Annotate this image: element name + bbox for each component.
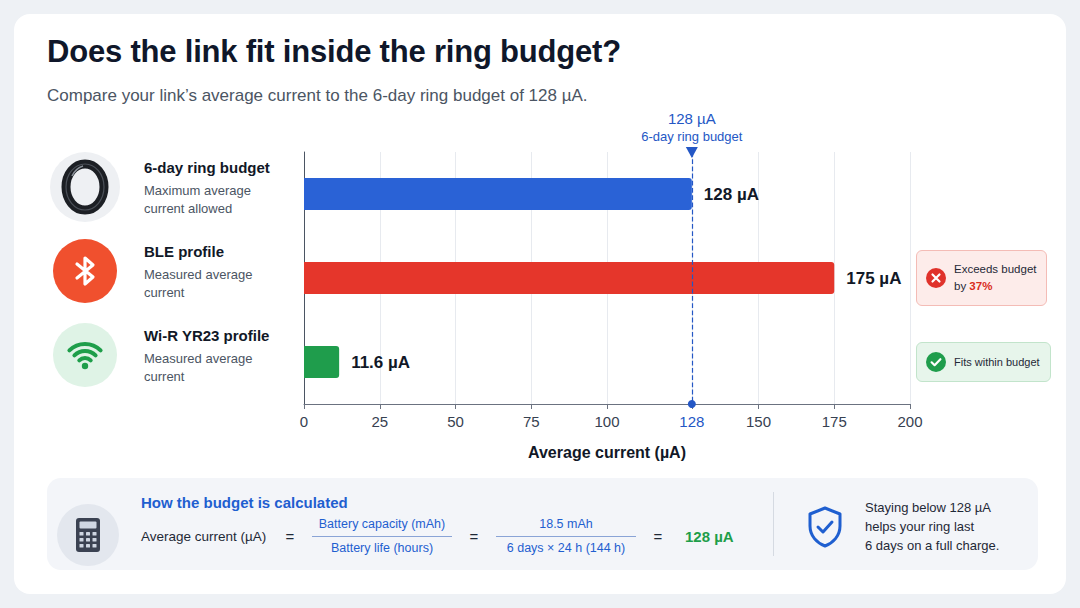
html-text:Battery life (hours): Battery life (hours) bbox=[330, 540, 434, 555]
html-text:Exceeds budget: Exceeds budget bbox=[954, 263, 1037, 275]
svg-text:175: 175 bbox=[822, 413, 847, 430]
svg-text:25: 25 bbox=[371, 413, 388, 430]
svg-text:50: 50 bbox=[447, 413, 464, 430]
html-text:by 37%: by 37% bbox=[954, 280, 993, 292]
html-text:helps your ring last: helps your ring last bbox=[865, 519, 975, 534]
svg-text:128: 128 bbox=[679, 413, 704, 430]
html-text:Measured average current: Measured average current bbox=[144, 267, 253, 300]
svg-text:175 µA: 175 µA bbox=[846, 269, 901, 288]
html-text:6 days on a full charge.: 6 days on a full charge. bbox=[865, 538, 1000, 553]
svg-text:0: 0 bbox=[300, 413, 308, 430]
svg-text:11.6 µA: 11.6 µA bbox=[351, 353, 410, 372]
html-text:Average current (µA): Average current (µA) bbox=[141, 528, 267, 544]
html-text:Staying below 128 µA: Staying below 128 µA bbox=[865, 500, 991, 515]
html-text:Battery capacity (mAh): Battery capacity (mAh) bbox=[318, 516, 446, 531]
html-text:128 µA: 128 µA bbox=[685, 527, 734, 545]
svg-text:75: 75 bbox=[523, 413, 540, 430]
html-text:Wi-R YR23 profile: Wi-R YR23 profile bbox=[144, 327, 270, 344]
svg-text:128 µA: 128 µA bbox=[704, 185, 759, 204]
html-text:Measured average current: Measured average current bbox=[144, 351, 253, 384]
html-text:6-day ring budget: 6-day ring budget bbox=[144, 159, 270, 176]
html-text:Does the link fit inside the r: Does the link fit inside the ring budget… bbox=[47, 34, 621, 69]
html-text:128 µA: 128 µA bbox=[667, 110, 716, 127]
html-text:18.5 mAh: 18.5 mAh bbox=[539, 516, 593, 531]
html-text:6-day ring budget: 6-day ring budget bbox=[641, 129, 743, 144]
svg-text:100: 100 bbox=[594, 413, 619, 430]
svg-text:200: 200 bbox=[897, 413, 922, 430]
html-text:BLE profile: BLE profile bbox=[144, 243, 224, 260]
html-text:6 days × 24 h (144 h): 6 days × 24 h (144 h) bbox=[506, 540, 626, 555]
html-text:How the budget is calculated: How the budget is calculated bbox=[141, 494, 348, 511]
svg-text:150: 150 bbox=[746, 413, 771, 430]
html-text:Compare your link’s average cu: Compare your link’s average current to t… bbox=[47, 86, 588, 105]
html-text:Maximum average current allowe: Maximum average current allowed bbox=[144, 183, 251, 216]
svg-text:Average current (µA): Average current (µA) bbox=[528, 444, 686, 461]
html-text:Fits within budget: Fits within budget bbox=[954, 355, 1040, 368]
